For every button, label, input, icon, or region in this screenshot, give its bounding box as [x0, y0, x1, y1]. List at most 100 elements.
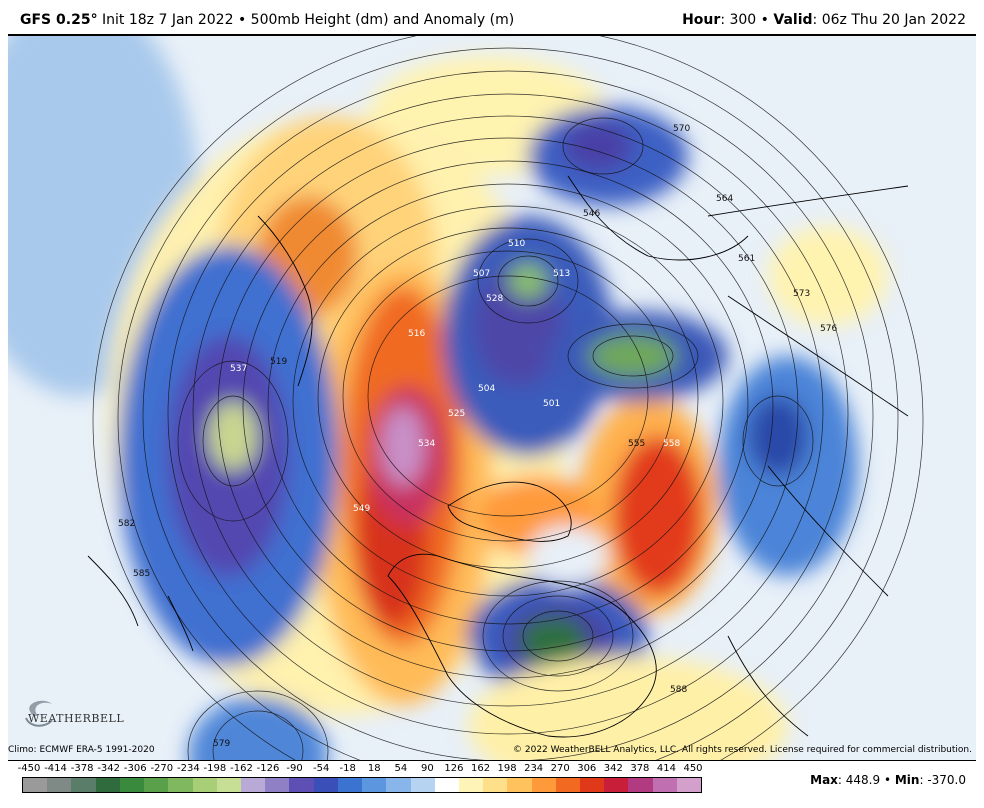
colorbar-swatch [337, 778, 363, 792]
colorbar-swatch [362, 778, 387, 792]
colorbar-tick-label: -198 [203, 763, 227, 774]
colorbar-tick-label: 378 [630, 763, 650, 774]
contour-label: 570 [673, 124, 690, 134]
colorbar-swatch [386, 778, 411, 792]
contour-label: 561 [738, 254, 755, 264]
colorbar-swatch [47, 778, 72, 792]
stats: Max: 448.9 • Min: -370.0 [810, 773, 966, 787]
logo-text: WEATHERBELL [28, 712, 125, 725]
max-label: Max [810, 773, 838, 787]
colorbar-swatch [628, 778, 653, 792]
model-name: GFS 0.25 [20, 12, 91, 28]
contour-label: 537 [230, 364, 247, 374]
colorbar-tick-label: -270 [150, 763, 174, 774]
colorbar-tick-label: -306 [123, 763, 147, 774]
colorbar-tick-label: 270 [550, 763, 570, 774]
colorbar-tick-label: 54 [394, 763, 408, 774]
colorbar-swatch [507, 778, 532, 792]
header-valid: Hour: 300 • Valid: 06z Thu 20 Jan 2022 [682, 12, 966, 28]
colorbar-swatch [71, 778, 96, 792]
colorbar-swatch [240, 778, 266, 792]
colorbar-swatch [458, 778, 484, 792]
colorbar-swatch [119, 778, 145, 792]
contour-label-group: 537 519 516 510 507 501 513 546 528 504 … [118, 124, 837, 749]
colorbar-tick-label: -162 [230, 763, 253, 774]
valid-value: 06z Thu 20 Jan 2022 [821, 12, 966, 28]
valid-label: Valid [773, 12, 813, 28]
contour-label: 528 [486, 294, 503, 304]
colorbar-swatch [531, 778, 556, 792]
contour-label: 588 [670, 685, 687, 695]
colorbar-tick-label: -18 [339, 763, 356, 774]
colorbar-swatch [580, 778, 605, 792]
colorbar-tick-label: 234 [524, 763, 544, 774]
colorbar-ticks: -450 -414 -378 -342 -306 -270 -234 -198 -162 -126… [0, 763, 760, 777]
colorbar-swatch [168, 778, 193, 792]
contour-label: 558 [663, 439, 680, 449]
copyright-credit: © 2022 WeatherBELL Analytics, LLC. All r… [513, 745, 972, 755]
colorbar-swatch [555, 778, 581, 792]
colorbar-swatch [410, 778, 435, 792]
map-panel: 537 519 516 510 507 501 513 546 528 504 … [8, 36, 976, 761]
weatherbell-logo-icon [25, 700, 53, 727]
contour-label: 576 [820, 324, 837, 334]
init-time: Init 18z 7 Jan 2022 [102, 12, 234, 28]
contour-label: 501 [543, 399, 560, 409]
contour-label: 504 [478, 384, 495, 394]
colorbar-tick-label: 18 [367, 763, 381, 774]
colorbar-tick-label: 90 [421, 763, 434, 774]
colorbar-tick-label: -414 [44, 763, 67, 774]
height-contours [92, 36, 924, 760]
coastlines [87, 175, 909, 738]
contour-label: 585 [133, 569, 150, 579]
colorbar-tick-label: -378 [70, 763, 94, 774]
separator: • [237, 12, 247, 28]
colorbar-swatch [434, 778, 459, 792]
header-title: GFS 0.25° Init 18z 7 Jan 2022 • 500mb He… [20, 12, 514, 28]
hour-label: Hour [682, 12, 721, 28]
separator: • [760, 12, 769, 28]
degree-symbol: ° [90, 12, 98, 28]
colorbar-swatch [216, 778, 241, 792]
anomaly-shading [8, 36, 888, 760]
anomaly-map: 537 519 516 510 507 501 513 546 528 504 … [8, 36, 976, 760]
climo-credit: Climo: ECMWF ERA-5 1991-2020 [8, 745, 155, 755]
colorbar-tick-label: 342 [603, 763, 623, 774]
colorbar-tick-label: 414 [656, 763, 676, 774]
header-divider [8, 34, 976, 36]
hour-value: 300 [729, 12, 757, 28]
colorbar-tick-label: -90 [286, 763, 303, 774]
colorbar-swatch [483, 778, 508, 792]
colorbar-tick-label: 162 [470, 763, 491, 774]
colorbar-tick-label: 450 [683, 763, 703, 774]
contour-label: 573 [793, 289, 810, 299]
max-value: 448.9 [845, 773, 881, 787]
contour-label: 534 [418, 439, 435, 449]
colorbar-swatch [192, 778, 217, 792]
contour-label: 519 [270, 357, 287, 367]
colorbar-swatch [676, 778, 702, 792]
colorbar-swatch [289, 778, 314, 792]
contour-label: 510 [508, 239, 525, 249]
contour-label: 516 [408, 329, 425, 339]
contour-label: 513 [553, 269, 570, 279]
contour-label: 507 [473, 269, 490, 279]
header: GFS 0.25° Init 18z 7 Jan 2022 • 500mb He… [0, 0, 984, 36]
colorbar-tick-label: -342 [97, 763, 121, 774]
colorbar-swatch [144, 778, 169, 792]
colorbar-tick-label: 126 [444, 763, 464, 774]
colorbar-swatch [23, 778, 48, 792]
colorbar-tick-label: -450 [17, 763, 41, 774]
colorbar [22, 777, 702, 793]
contour-label: 546 [583, 209, 600, 219]
contour-label: 582 [118, 519, 135, 529]
colorbar-tick-label: -126 [256, 763, 280, 774]
contour-label: 579 [213, 739, 230, 749]
contour-label: 564 [716, 194, 733, 204]
colorbar-swatch [95, 778, 120, 792]
min-value: -370.0 [927, 773, 966, 787]
colorbar-swatch [313, 778, 338, 792]
colorbar-swatch [265, 778, 290, 792]
product-name: 500mb Height (dm) and Anomaly (m) [250, 12, 515, 28]
min-label: Min [894, 773, 920, 787]
